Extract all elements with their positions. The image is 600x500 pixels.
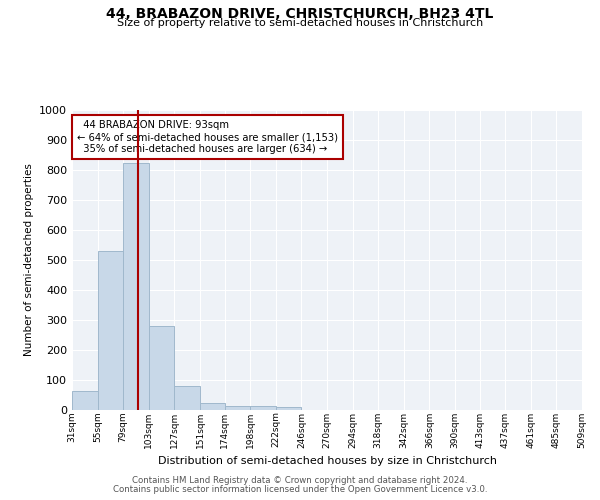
Bar bbox=[224, 406, 250, 410]
Bar bbox=[276, 407, 301, 410]
Y-axis label: Number of semi-detached properties: Number of semi-detached properties bbox=[23, 164, 34, 356]
X-axis label: Distribution of semi-detached houses by size in Christchurch: Distribution of semi-detached houses by … bbox=[157, 456, 497, 466]
Text: 44, BRABAZON DRIVE, CHRISTCHURCH, BH23 4TL: 44, BRABAZON DRIVE, CHRISTCHURCH, BH23 4… bbox=[106, 8, 494, 22]
Bar bbox=[250, 406, 276, 410]
Bar bbox=[175, 386, 200, 410]
Bar bbox=[72, 390, 98, 410]
Text: Contains HM Land Registry data © Crown copyright and database right 2024.: Contains HM Land Registry data © Crown c… bbox=[132, 476, 468, 485]
Bar bbox=[200, 404, 224, 410]
Text: Size of property relative to semi-detached houses in Christchurch: Size of property relative to semi-detach… bbox=[117, 18, 483, 28]
Text: Contains public sector information licensed under the Open Government Licence v3: Contains public sector information licen… bbox=[113, 485, 487, 494]
Bar bbox=[98, 251, 123, 410]
Text: 44 BRABAZON DRIVE: 93sqm
← 64% of semi-detached houses are smaller (1,153)
  35%: 44 BRABAZON DRIVE: 93sqm ← 64% of semi-d… bbox=[77, 120, 338, 154]
Bar bbox=[149, 326, 175, 410]
Bar bbox=[123, 162, 149, 410]
